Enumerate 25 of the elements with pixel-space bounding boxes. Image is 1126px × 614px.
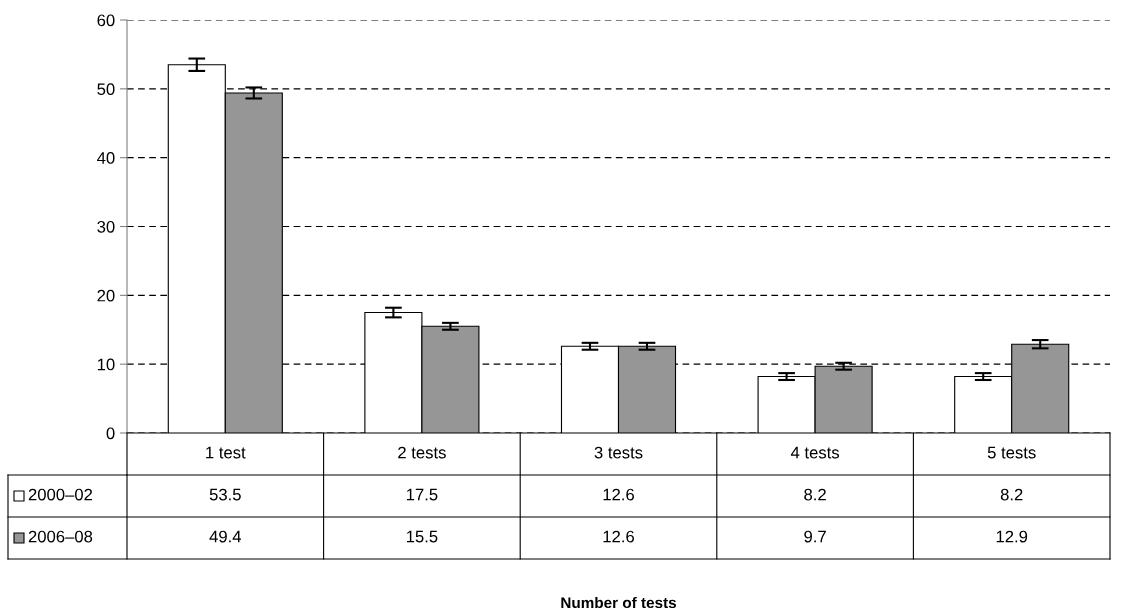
x-tick-label: 2 tests (398, 446, 446, 459)
y-tick-label: 40 (97, 152, 115, 164)
y-tick-label: 10 (97, 358, 115, 371)
data-label: 53.5 (209, 488, 241, 501)
legend-label: 2006–08 (28, 530, 93, 543)
y-tick-label: 30 (97, 220, 115, 233)
x-tick-label: 4 tests (790, 446, 840, 459)
x-tick-label: 5 tests (987, 446, 1036, 459)
data-label: 15.5 (406, 530, 438, 543)
y-tick-label: 60 (97, 14, 115, 27)
data-label: 49.4 (209, 530, 242, 543)
data-label: 8.2 (1000, 488, 1023, 501)
data-label: 12.6 (603, 488, 634, 501)
data-label: 9.7 (804, 530, 826, 543)
y-tick-label: 0 (106, 427, 115, 440)
y-tick-label: 50 (97, 83, 115, 96)
data-label: 17.5 (406, 488, 438, 501)
legend-label: 2000–02 (28, 488, 93, 501)
x-tick-label: 3 tests (594, 446, 643, 459)
y-tick-label: 20 (97, 289, 115, 302)
x-tick-label: 1 test (206, 446, 246, 459)
data-label: 8.2 (804, 488, 826, 501)
text: Number of tests (561, 596, 677, 609)
data-label: 12.9 (996, 530, 1028, 543)
data-label: 12.6 (603, 530, 634, 543)
